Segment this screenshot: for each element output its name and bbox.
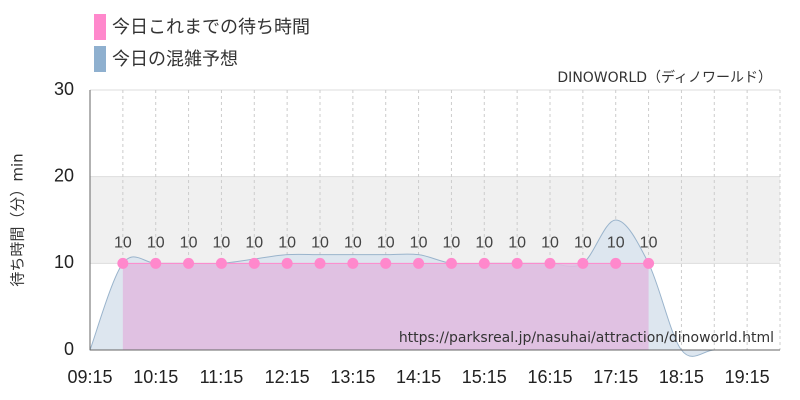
data-label: 10 — [311, 235, 329, 252]
data-point — [445, 257, 457, 269]
data-point — [577, 257, 589, 269]
data-label: 10 — [180, 235, 198, 252]
x-tick-label: 15:15 — [462, 367, 507, 387]
data-point — [314, 257, 326, 269]
x-tick-label: 13:15 — [330, 367, 375, 387]
x-tick-label: 19:15 — [725, 367, 770, 387]
data-point — [413, 257, 425, 269]
data-label: 10 — [475, 235, 493, 252]
data-label: 10 — [574, 235, 592, 252]
data-point — [478, 257, 490, 269]
data-point — [380, 257, 392, 269]
legend-swatch — [94, 14, 106, 40]
actual-area — [122, 263, 649, 350]
y-tick-label: 10 — [54, 252, 74, 272]
data-label: 10 — [114, 235, 132, 252]
data-point — [150, 257, 162, 269]
x-tick-label: 18:15 — [659, 367, 704, 387]
data-label: 10 — [443, 235, 461, 252]
watermark: https://parksreal.jp/nasuhai/attraction/… — [399, 330, 774, 346]
y-tick-label: 30 — [54, 79, 74, 99]
data-label: 10 — [508, 235, 526, 252]
data-point — [117, 257, 129, 269]
legend-label: 今日これまでの待ち時間 — [112, 17, 310, 38]
data-label: 10 — [410, 235, 428, 252]
data-point — [544, 257, 556, 269]
shaded-band — [90, 176, 780, 264]
data-label: 10 — [245, 235, 263, 252]
x-tick-label: 10:15 — [133, 367, 178, 387]
x-tick-label: 12:15 — [265, 367, 310, 387]
x-tick-label: 14:15 — [396, 367, 441, 387]
data-label: 10 — [640, 235, 658, 252]
data-point — [248, 257, 260, 269]
data-label: 10 — [344, 235, 362, 252]
data-label: 10 — [541, 235, 559, 252]
legend-swatch — [94, 46, 106, 72]
data-label: 10 — [607, 235, 625, 252]
data-point — [183, 257, 195, 269]
data-label: 10 — [377, 235, 395, 252]
legend-label: 今日の混雑予想 — [112, 49, 238, 70]
data-point — [643, 257, 655, 269]
y-tick-label: 0 — [64, 339, 74, 359]
x-tick-label: 11:15 — [200, 367, 244, 387]
y-tick-label: 20 — [54, 165, 74, 185]
data-label: 10 — [213, 235, 231, 252]
subtitle: DINOWORLD（ディノワールド） — [557, 69, 772, 86]
x-tick-label: 17:15 — [593, 367, 638, 387]
data-point — [347, 257, 359, 269]
data-label: 10 — [278, 235, 296, 252]
x-tick-label: 16:15 — [527, 367, 572, 387]
data-point — [511, 257, 523, 269]
data-point — [215, 257, 227, 269]
data-point — [610, 257, 622, 269]
x-tick-label: 09:15 — [67, 367, 112, 387]
y-axis-label: 待ち時間（分）min — [9, 153, 27, 286]
data-label: 10 — [147, 235, 165, 252]
data-point — [281, 257, 293, 269]
